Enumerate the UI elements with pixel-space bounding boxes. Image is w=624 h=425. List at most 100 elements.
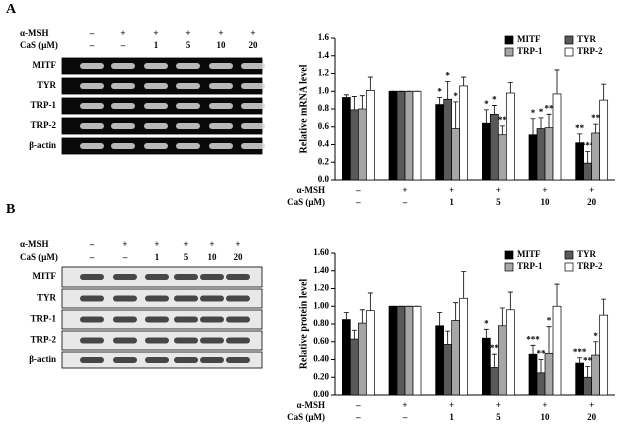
error-bar <box>593 341 599 356</box>
gel-band <box>209 143 233 149</box>
bar <box>404 305 414 396</box>
x-tick-label: + <box>542 185 547 195</box>
legend-label: TRP-1 <box>517 261 543 271</box>
error-bar <box>461 76 467 86</box>
gel-band <box>80 83 104 89</box>
error-bar <box>343 94 349 98</box>
gel-band <box>226 357 250 363</box>
gel-band <box>176 143 200 149</box>
gel-band <box>80 103 104 109</box>
gel-band <box>80 274 104 280</box>
bar <box>451 320 461 396</box>
gel-band <box>209 103 233 109</box>
significance: * <box>547 316 552 326</box>
gel-band <box>241 123 265 129</box>
gel-header-value: 5 <box>186 40 191 50</box>
significance: ** <box>545 103 555 113</box>
error-bar <box>483 109 489 124</box>
gel-band <box>111 123 135 129</box>
gel-header-value: – <box>120 40 126 50</box>
error-bar <box>461 271 467 299</box>
gel-header-value: – <box>89 252 95 262</box>
gel-header-value: + <box>122 239 127 249</box>
gel-band <box>145 316 169 323</box>
x-tick-label: – <box>402 412 408 422</box>
y-tick-label: 0.00 <box>313 389 329 399</box>
gel-band <box>113 357 137 363</box>
significance: ** <box>490 343 500 353</box>
x-row-label: α-MSH <box>296 400 325 410</box>
x-tick-label: – <box>402 197 408 207</box>
bar <box>435 325 445 396</box>
error-bar <box>343 312 349 320</box>
gel-band <box>200 316 224 323</box>
bar <box>435 104 445 181</box>
bar <box>412 305 422 396</box>
bar <box>583 376 593 396</box>
gel-header-value: 5 <box>184 252 189 262</box>
bar <box>365 310 375 396</box>
gel-band <box>80 63 104 69</box>
gel-band <box>209 63 233 69</box>
gel-band-label: MITF <box>33 60 57 70</box>
error-bar <box>367 76 373 91</box>
error-bar <box>445 81 451 100</box>
legend-swatch <box>504 262 514 272</box>
gel-band <box>226 337 250 344</box>
gel-band <box>176 103 200 109</box>
bar <box>443 344 453 396</box>
significance: * <box>484 99 489 109</box>
y-tick-label: 1.0 <box>318 85 330 95</box>
significance: * <box>593 331 598 341</box>
y-tick-label: 0.80 <box>313 318 329 328</box>
x-tick-label: 1 <box>449 197 454 207</box>
gel-band <box>145 274 169 280</box>
bar <box>459 85 469 181</box>
y-axis-label: Relative mRNA level <box>298 64 309 153</box>
gel-header-value: + <box>209 239 214 249</box>
gel-band-label: MITF <box>33 271 57 281</box>
y-tick-label: 1.2 <box>318 68 330 78</box>
bar <box>583 162 593 181</box>
gel-band-label: TYR <box>37 80 57 90</box>
bar <box>459 297 469 396</box>
gel-header-value: + <box>153 28 158 38</box>
y-tick-label: 1.40 <box>313 265 329 275</box>
gel-band-label: TRP-2 <box>31 120 57 130</box>
y-tick-label: 1.4 <box>318 50 330 60</box>
legend-swatch <box>504 35 514 45</box>
gel-band <box>200 274 224 280</box>
x-tick-label: + <box>542 400 547 410</box>
x-tick-label: + <box>589 400 594 410</box>
bar <box>404 90 414 181</box>
y-tick-label: 1.20 <box>313 283 329 293</box>
gel-header-label: CaS (μM) <box>20 252 58 262</box>
error-bar <box>538 117 544 129</box>
legend-swatch <box>564 250 574 260</box>
gel-band-label: β-actin <box>29 140 56 150</box>
gel-band <box>80 316 104 323</box>
bar <box>349 109 359 181</box>
gel-band <box>200 295 224 302</box>
error-bar <box>367 292 373 311</box>
gel-band <box>174 337 198 344</box>
legend-swatch <box>504 47 514 57</box>
bar <box>396 305 406 396</box>
x-tick-label: 5 <box>496 197 501 207</box>
error-bar <box>554 283 560 307</box>
bar <box>591 354 601 396</box>
bar <box>505 92 515 181</box>
gel-band <box>174 295 198 302</box>
error-bar <box>530 118 536 135</box>
gel-band <box>176 83 200 89</box>
gel-band <box>111 83 135 89</box>
significance: * <box>453 91 458 101</box>
significance: ** <box>583 356 593 366</box>
error-bar <box>530 344 536 355</box>
gel-header-value: + <box>218 28 223 38</box>
significance: * <box>437 87 442 97</box>
gel-band <box>174 316 198 323</box>
x-tick-label: + <box>449 400 454 410</box>
gel-band <box>113 337 137 344</box>
gel-header-value: + <box>120 28 125 38</box>
